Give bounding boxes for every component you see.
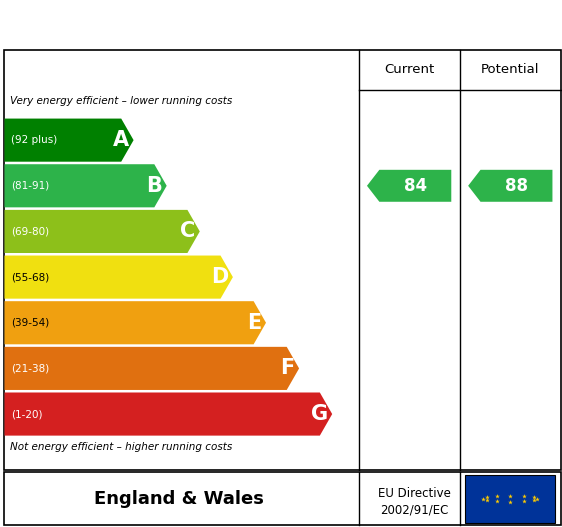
- Text: C: C: [180, 221, 196, 241]
- Text: 84: 84: [404, 177, 427, 195]
- Text: Very energy efficient – lower running costs: Very energy efficient – lower running co…: [10, 96, 232, 106]
- Text: B: B: [146, 176, 162, 196]
- Polygon shape: [4, 164, 167, 207]
- Text: G: G: [311, 404, 328, 424]
- Polygon shape: [4, 119, 134, 162]
- Text: (1-20): (1-20): [11, 409, 43, 419]
- Text: (55-68): (55-68): [11, 272, 49, 282]
- Polygon shape: [468, 170, 552, 202]
- Polygon shape: [4, 256, 233, 299]
- Text: A: A: [113, 130, 129, 150]
- Text: (81-91): (81-91): [11, 181, 49, 191]
- Bar: [465, 474, 555, 523]
- Text: 2002/91/EC: 2002/91/EC: [380, 504, 449, 516]
- Text: England & Wales: England & Wales: [94, 490, 264, 508]
- Text: (21-38): (21-38): [11, 364, 49, 374]
- Polygon shape: [4, 393, 332, 436]
- Text: 88: 88: [505, 177, 528, 195]
- Text: E: E: [247, 313, 261, 333]
- Text: D: D: [211, 267, 228, 287]
- Polygon shape: [4, 301, 266, 344]
- Text: Potential: Potential: [481, 63, 540, 76]
- Text: Current: Current: [384, 63, 434, 76]
- Polygon shape: [4, 210, 200, 253]
- Text: (39-54): (39-54): [11, 318, 49, 328]
- Polygon shape: [367, 170, 451, 202]
- Text: (92 plus): (92 plus): [11, 135, 57, 145]
- Text: Not energy efficient – higher running costs: Not energy efficient – higher running co…: [10, 443, 232, 452]
- Text: Energy Efficiency Rating: Energy Efficiency Rating: [118, 13, 444, 36]
- Text: F: F: [280, 358, 294, 378]
- Polygon shape: [4, 347, 299, 390]
- Text: (69-80): (69-80): [11, 227, 49, 237]
- Text: EU Directive: EU Directive: [378, 486, 451, 500]
